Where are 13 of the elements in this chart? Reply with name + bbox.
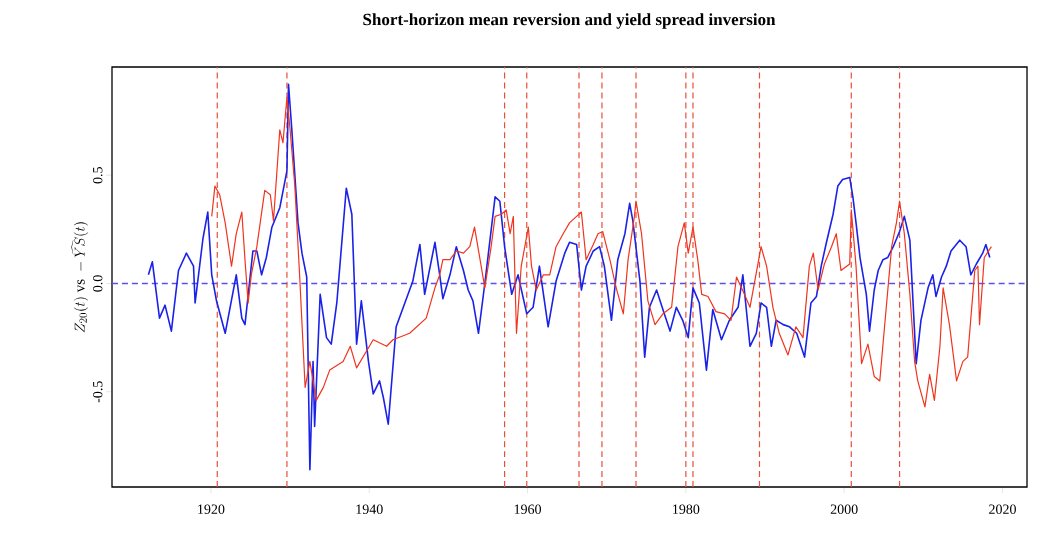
chart-title: Short-horizon mean reversion and yield spread inversion [363,13,776,29]
y-tick-label: -0.5 [92,381,103,403]
x-tick-label: 1940 [356,504,383,514]
x-tick-label: 1960 [514,504,542,514]
x-tick-label: 1920 [198,504,225,514]
line-series [211,96,992,408]
y-axis-title: $Z_{20}(t)\ \mathrm{vs}\ -\widehat{YS}(t)$ [71,222,89,333]
y-tick-label: 0.0 [92,275,103,292]
line-series [147,83,991,471]
x-tick-label: 2000 [830,504,858,514]
x-tick-label: 1980 [673,504,700,514]
y-tick-label: 0.5 [92,167,103,184]
x-tick-label: 2020 [989,504,1016,514]
